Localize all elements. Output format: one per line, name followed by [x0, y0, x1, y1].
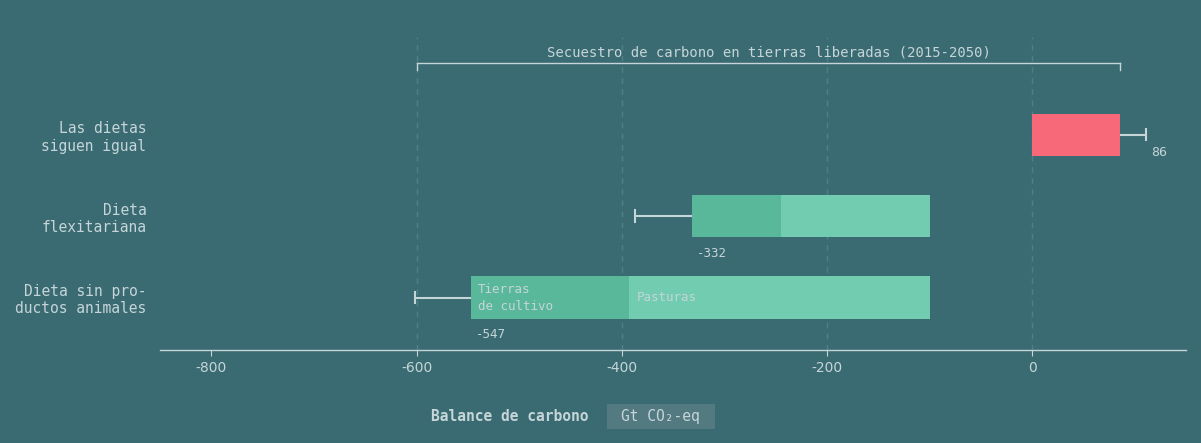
Text: Tierras
de cultivo: Tierras de cultivo [478, 283, 554, 312]
Bar [692, 195, 781, 237]
Text: Gt CO₂-eq: Gt CO₂-eq [621, 409, 700, 424]
Text: -547: -547 [476, 328, 506, 342]
Text: Secuestro de carbono en tierras liberadas (2015-2050): Secuestro de carbono en tierras liberada… [546, 46, 991, 60]
Bar [781, 195, 930, 237]
Bar [629, 276, 930, 319]
Text: Pasturas: Pasturas [638, 291, 697, 304]
Text: 86: 86 [1151, 146, 1167, 159]
Text: Balance de carbono: Balance de carbono [431, 409, 588, 424]
Bar [1032, 114, 1121, 156]
Text: -332: -332 [697, 247, 727, 260]
Bar [471, 276, 629, 319]
